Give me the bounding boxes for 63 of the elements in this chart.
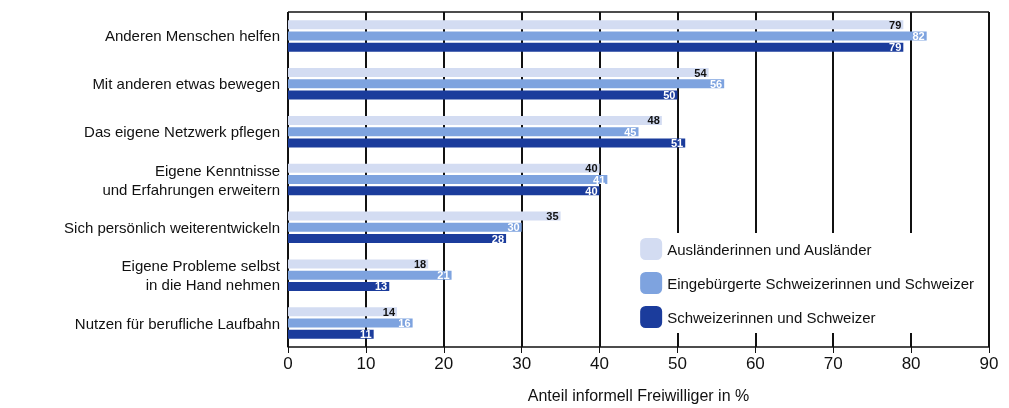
x-tick-label: 30 [512, 354, 532, 373]
x-tick-label: 20 [434, 354, 454, 373]
x-tick-label: 40 [590, 354, 610, 373]
x-axis-title: Anteil informell Freiwilliger in % [527, 386, 750, 404]
legend-label: Ausländerinnen und Ausländer [667, 240, 872, 258]
bar [288, 127, 639, 137]
bar [288, 31, 927, 41]
bar [288, 175, 608, 184]
x-tick-label: 80 [901, 354, 921, 373]
y-tick-label: Nutzen für berufliche Laufbahn [74, 314, 280, 332]
bar [288, 222, 522, 232]
data-label: 79 [889, 18, 902, 31]
data-label: 50 [663, 89, 676, 102]
data-label: 48 [647, 114, 660, 127]
bar [288, 234, 507, 244]
data-label: 14 [382, 305, 396, 318]
bar [288, 281, 390, 291]
data-label: 56 [709, 77, 723, 90]
x-tick-label: 0 [283, 354, 293, 373]
data-label: 28 [491, 232, 505, 245]
x-tick-label: 90 [979, 354, 999, 373]
bar [288, 211, 561, 221]
x-tick-label: 10 [356, 354, 376, 373]
x-tick-label: 60 [745, 354, 765, 373]
bar [288, 20, 904, 30]
data-label: 41 [593, 173, 606, 186]
data-label: 13 [375, 280, 388, 293]
bar [288, 318, 413, 328]
data-label: 40 [585, 162, 598, 175]
bar [288, 163, 600, 173]
data-label: 40 [585, 184, 598, 197]
bar [288, 79, 725, 89]
y-tick-label: Das eigene Netzwerk pflegen [84, 123, 280, 141]
bar [288, 42, 904, 52]
data-label: 16 [398, 317, 411, 330]
data-label: 45 [624, 125, 637, 138]
bar [288, 307, 398, 317]
data-label: 54 [694, 66, 708, 79]
data-label: 82 [912, 29, 925, 42]
legend-label: Eingebürgerte Schweizerinnen und Schweizer [667, 274, 975, 292]
y-tick-label: Mit anderen etwas bewegen [92, 75, 280, 93]
y-tick-label: Sich persönlich weiterentwickeln [64, 218, 280, 236]
data-label: 51 [670, 136, 684, 149]
data-label: 79 [889, 41, 902, 54]
data-label: 35 [546, 210, 559, 223]
legend-label: Schweizerinnen und Schweizer [667, 308, 876, 326]
bar [288, 115, 662, 125]
x-tick-label: 70 [823, 354, 843, 373]
bar [288, 186, 600, 196]
y-tick-label: Anderen Menschen helfen [104, 27, 280, 45]
bar [288, 138, 686, 148]
y-tick-label: Eigene Kenntnisse und Erfahrungen erweitern [102, 161, 280, 198]
bar [288, 68, 709, 78]
y-tick-label: Eigene Probleme selbst in die Hand nehmen [121, 257, 281, 294]
bar [288, 90, 678, 100]
data-label: 30 [507, 221, 520, 234]
bar [288, 329, 374, 339]
data-label: 18 [413, 257, 427, 270]
bar [288, 259, 429, 269]
x-tick-label: 50 [667, 354, 687, 373]
data-label: 11 [360, 328, 372, 341]
bar [288, 270, 452, 280]
data-label: 21 [437, 269, 450, 282]
